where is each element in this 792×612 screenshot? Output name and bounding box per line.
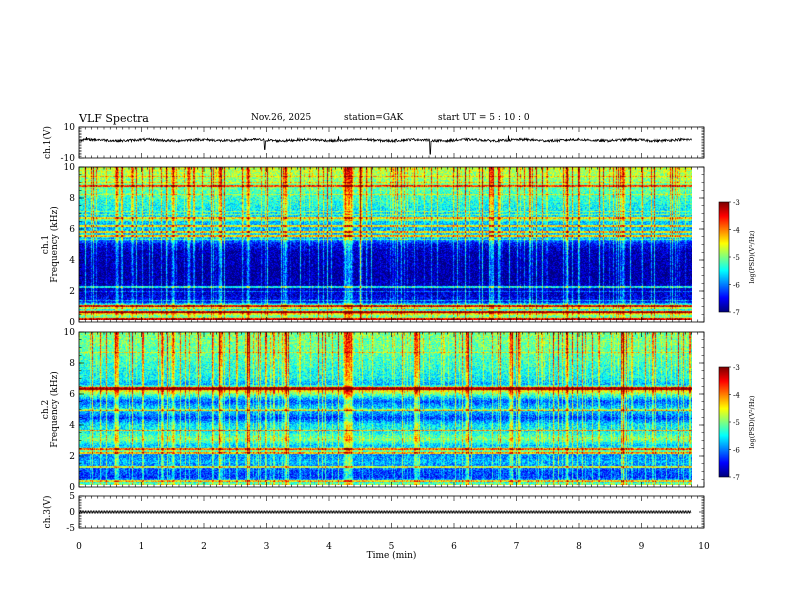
x-tick-label: 3	[264, 542, 270, 552]
y-tick-label: 4	[69, 421, 75, 431]
colorbar-tick-label: -5	[733, 419, 740, 427]
colorbar-label: log(PSD)(V²/Hz)	[748, 230, 756, 283]
colorbar-tick-label: -6	[733, 447, 740, 455]
panel-frame-3	[78, 331, 705, 488]
y-axis-label: Frequency (kHz)	[49, 206, 60, 283]
y-tick-label: 4	[69, 256, 75, 266]
colorbar-ch2-image	[719, 367, 729, 477]
y-tick-label: 2	[69, 287, 75, 297]
ch1-spectrogram-image	[79, 167, 692, 320]
ch3-waveform-line	[78, 509, 692, 515]
x-tick-label: 4	[326, 542, 332, 552]
channel-label: ch.1	[41, 235, 51, 254]
y-tick-label: -10	[61, 154, 76, 164]
y-tick-label: 6	[69, 390, 75, 400]
x-axis-label: Time (min)	[367, 550, 417, 561]
start-time-label: start UT = 5 : 10 : 0	[438, 113, 530, 123]
y-tick-label: 10	[64, 123, 76, 133]
y-tick-label: 5	[69, 492, 75, 502]
colorbar-tick-label: -7	[733, 474, 740, 482]
x-tick-label: 5	[389, 542, 395, 552]
y-tick-label: 2	[69, 452, 75, 462]
colorbar-ch1-image	[719, 202, 729, 312]
colorbar-ch2-frame	[718, 366, 730, 478]
channel-label: ch.2	[41, 400, 51, 419]
y-tick-label: 8	[69, 359, 75, 369]
ch1-waveform-line	[78, 135, 692, 155]
figure-title: VLF Spectra	[79, 112, 149, 125]
colorbar-tick-label: -3	[733, 364, 740, 372]
y-tick-label: 10	[64, 328, 76, 338]
y-tick-label: 0	[69, 508, 75, 518]
ch2-spectrogram-image	[79, 332, 692, 485]
panel-frame-2	[78, 166, 705, 323]
y-tick-label: 6	[69, 225, 75, 235]
x-tick-label: 2	[201, 542, 207, 552]
colorbar-ch1-frame	[718, 201, 730, 313]
y-tick-label: -5	[66, 524, 75, 534]
y-axis-label: ch.1(V)	[42, 126, 53, 159]
colorbar-tick-label: -5	[733, 254, 740, 262]
colorbar-label: log(PSD)(V²/Hz)	[748, 395, 756, 448]
colorbar-tick-label: -7	[733, 309, 740, 317]
colorbar-tick-label: -4	[733, 392, 740, 400]
y-tick-label: 0	[69, 318, 75, 328]
y-tick-label: 10	[64, 163, 76, 173]
colorbar-tick-label: -3	[733, 199, 740, 207]
colorbar-tick-label: -4	[733, 227, 740, 235]
date-label: Nov.26, 2025	[251, 113, 312, 123]
y-tick-label: 0	[69, 483, 75, 493]
station-label: station=GAK	[344, 113, 404, 123]
y-axis-label: ch.3(V)	[42, 496, 53, 529]
y-axis-label: Frequency (kHz)	[49, 371, 60, 448]
x-tick-label: 6	[451, 542, 457, 552]
x-tick-label: 8	[576, 542, 582, 552]
x-tick-label: 7	[514, 542, 520, 552]
x-tick-label: 10	[698, 542, 710, 552]
x-tick-label: 0	[76, 542, 82, 552]
colorbar-tick-label: -6	[733, 282, 740, 290]
x-tick-label: 1	[139, 542, 145, 552]
y-tick-label: 8	[69, 194, 75, 204]
x-tick-label: 9	[639, 542, 645, 552]
